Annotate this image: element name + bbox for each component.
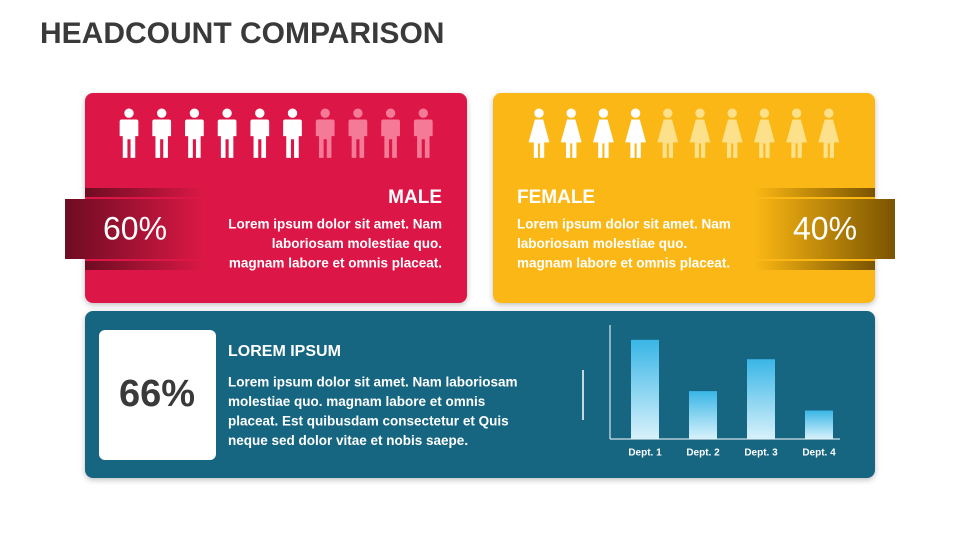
- ribbon: [755, 261, 875, 270]
- body-text: molestiae quo. magnam labore et omnis: [228, 394, 485, 409]
- percent-box: [99, 330, 216, 460]
- bar: [747, 359, 775, 439]
- x-tick-label: Dept. 3: [744, 448, 778, 459]
- body-text: placeat. Est quibusdam consectetur et Qu…: [228, 414, 509, 429]
- summary-panel: [85, 311, 875, 478]
- female-heading: FEMALE: [517, 187, 595, 208]
- body-text: magnam labore et omnis placeat.: [229, 256, 442, 271]
- ribbon: [65, 199, 205, 259]
- body-text: Lorem ipsum dolor sit amet. Nam: [228, 217, 442, 232]
- bar: [689, 391, 717, 439]
- body-text: magnam labore et omnis placeat.: [517, 256, 730, 271]
- body-text: Lorem ipsum dolor sit amet. Nam: [517, 217, 731, 232]
- ribbon: [755, 188, 875, 197]
- ribbon: [85, 261, 205, 270]
- x-tick-label: Dept. 4: [802, 448, 836, 459]
- body-text: laboriosam molestiae quo.: [272, 236, 442, 251]
- summary-heading: LOREM IPSUM: [228, 343, 341, 360]
- female-percent: 40%: [793, 210, 857, 246]
- body-text: laboriosam molestiae quo.: [517, 236, 687, 251]
- x-tick-label: Dept. 1: [628, 448, 662, 459]
- summary-percent: 66%: [119, 373, 195, 415]
- slide-title: HEADCOUNT COMPARISON: [40, 17, 444, 50]
- male-heading: MALE: [388, 187, 442, 208]
- ribbon: [85, 188, 205, 197]
- bar: [631, 339, 659, 439]
- body-text: Lorem ipsum dolor sit amet. Nam laborios…: [228, 375, 518, 390]
- body-text: neque sed dolor vitae et nobis saepe.: [228, 433, 468, 448]
- male-percent: 60%: [103, 210, 167, 246]
- bar: [805, 410, 833, 439]
- x-tick-label: Dept. 2: [686, 448, 720, 459]
- ribbon: [755, 199, 895, 259]
